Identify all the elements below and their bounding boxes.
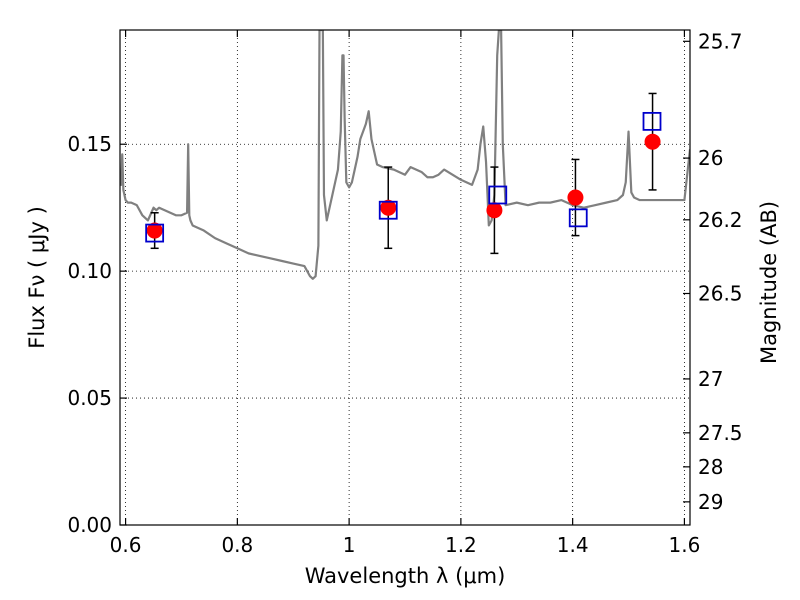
magnitude-tick-label: 29: [698, 490, 723, 514]
magnitude-tick-label: 27.5: [698, 421, 743, 445]
x-tick-label: 1.6: [669, 533, 701, 557]
synthetic-points: [145, 111, 662, 243]
x-axis-label: Wavelength λ (μm): [305, 564, 506, 588]
synthetic-point: [488, 185, 508, 205]
y-axis-ticks: 0.00 0.05 0.10 0.15: [67, 132, 127, 537]
magnitude-tick-label: 27: [698, 367, 723, 391]
y-tick-label: 0.05: [67, 386, 112, 410]
x-axis-ticks: 0.6 0.8 1 1.2 1.4 1.6: [110, 30, 701, 557]
magnitude-tick-label: 26.5: [698, 281, 743, 305]
x-tick-label: 1.4: [557, 533, 589, 557]
x-tick-label: 1.2: [445, 533, 477, 557]
magnitude-tick-label: 26: [698, 146, 723, 170]
observed-points: [146, 133, 661, 239]
observed-point: [644, 133, 661, 150]
synthetic-point: [568, 208, 588, 228]
secondary-y-axis-label: Magnitude (AB): [757, 201, 781, 364]
magnitude-tick-label: 26.2: [698, 208, 743, 232]
observed-point: [567, 189, 584, 206]
observed-point: [486, 202, 503, 219]
synthetic-point: [378, 200, 398, 220]
model-spectrum-line: [120, 30, 690, 280]
plot-frame: [119, 29, 691, 526]
magnitude-tick-label: 28: [698, 455, 723, 479]
synthetic-point: [145, 223, 165, 243]
y-axis-label: Flux Fν ( μJy ): [25, 206, 49, 349]
grid-lines: [120, 30, 690, 526]
x-tick-label: 0.6: [110, 533, 142, 557]
y-tick-label: 0.15: [67, 132, 112, 156]
magnitude-axis-ticks: 25.7 26 26.2 26.5 27 27.5 28 29: [683, 29, 743, 514]
x-tick-label: 1: [343, 533, 356, 557]
observed-point: [380, 199, 397, 216]
x-tick-label: 0.8: [221, 533, 253, 557]
observed-point: [146, 222, 163, 239]
magnitude-tick-label: 25.7: [698, 29, 743, 53]
synthetic-point: [642, 111, 662, 131]
y-tick-label: 0.10: [67, 259, 112, 283]
model-spectrum: [120, 30, 690, 280]
y-tick-label: 0.00: [67, 513, 112, 537]
